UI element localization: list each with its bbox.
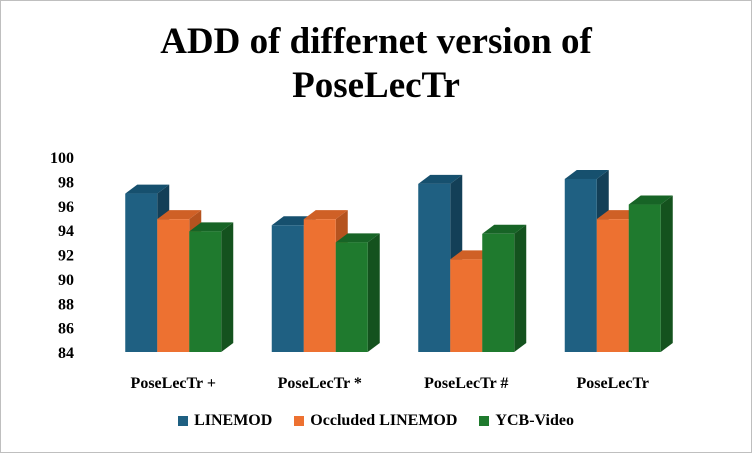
bar-top-ycb-video: [482, 224, 527, 234]
y-tick-label: 84: [58, 345, 74, 362]
bar-side-ycb-video: [367, 233, 380, 352]
bar-top-ycb-video: [335, 233, 380, 243]
bar-linemod: [418, 183, 451, 352]
x-tick-label: PoseLecTr #: [424, 375, 508, 392]
bar-occluded-linemod: [157, 219, 190, 352]
legend-label-occluded-linemod: Occluded LINEMOD: [310, 412, 458, 429]
bar-occluded-linemod: [303, 219, 336, 352]
x-tick-label: PoseLecTr: [576, 375, 649, 392]
x-tick-label: PoseLecTr *: [278, 375, 362, 392]
y-tick-label: 88: [58, 296, 74, 313]
chart-title: ADD of differnet version of PoseLecTr: [0, 20, 752, 108]
legend-label-linemod: LINEMOD: [194, 412, 273, 429]
bar-top-linemod: [564, 169, 609, 179]
y-tick-label: 94: [58, 223, 74, 240]
legend-item-ycb-video: YCB-Video: [479, 412, 574, 430]
legend-item-linemod: LINEMOD: [178, 412, 272, 430]
bar-ycb-video: [482, 233, 515, 352]
y-tick-label: 96: [58, 199, 74, 216]
bar-linemod: [564, 178, 597, 352]
bar-side-ycb-video: [660, 195, 673, 352]
legend-swatch-ycb-video: [479, 416, 490, 426]
y-tick-label: 92: [58, 248, 74, 265]
chart-title-line-1: ADD of differnet version of: [160, 21, 592, 62]
legend-swatch-occluded-linemod: [294, 416, 305, 426]
legend: LINEMOD Occluded LINEMOD YCB-Video: [0, 412, 752, 430]
legend-item-occluded-linemod: Occluded LINEMOD: [294, 412, 457, 430]
bar-ycb-video: [335, 242, 368, 352]
chart-title-line-2: PoseLecTr: [292, 65, 460, 106]
bar-side-ycb-video: [221, 222, 234, 352]
legend-label-ycb-video: YCB-Video: [495, 412, 574, 429]
bar-top-ycb-video: [189, 222, 234, 232]
bar-ycb-video: [628, 204, 661, 352]
bar-top-linemod: [125, 184, 170, 194]
bar-top-occluded-linemod: [157, 210, 202, 220]
bar-top-ycb-video: [628, 195, 673, 205]
y-tick-label: 98: [58, 174, 74, 191]
bar-linemod: [271, 225, 304, 352]
y-tick-label: 86: [58, 321, 74, 338]
bar-occluded-linemod: [596, 219, 629, 352]
y-tick-label: 90: [58, 272, 74, 289]
legend-swatch-linemod: [178, 416, 189, 426]
bar-ycb-video: [189, 231, 222, 352]
bar-top-occluded-linemod: [303, 210, 348, 220]
bar-top-linemod: [418, 174, 463, 184]
bar-side-ycb-video: [514, 224, 527, 352]
bar-linemod: [125, 193, 158, 352]
x-tick-label: PoseLecTr +: [131, 375, 216, 392]
y-tick-label: 100: [50, 150, 74, 167]
bar-occluded-linemod: [450, 259, 483, 352]
